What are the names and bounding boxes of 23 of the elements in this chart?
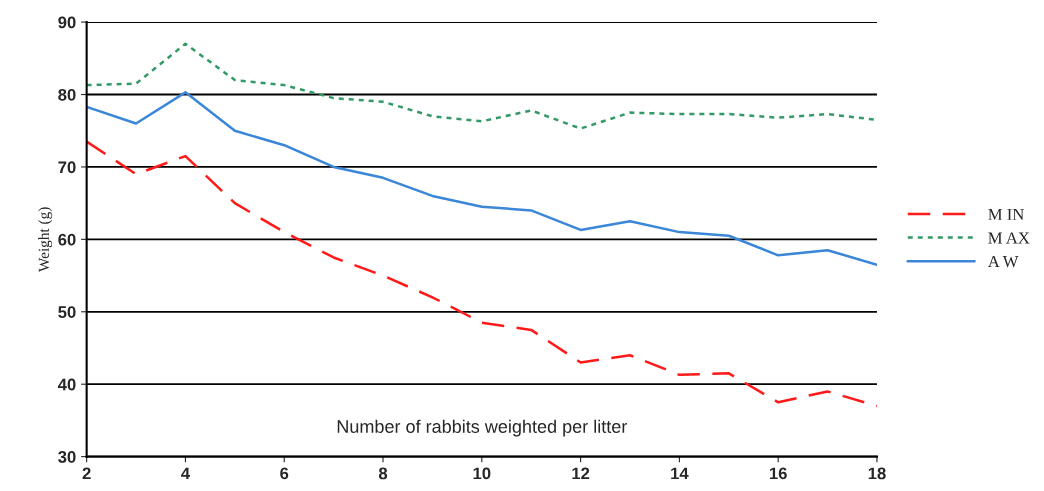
y-axis-title: Weight (g) — [38, 207, 53, 273]
x-tick-label: 12 — [572, 467, 590, 480]
y-tick-label: 30 — [58, 451, 76, 463]
x-tick-label: 8 — [378, 467, 388, 480]
legend-label: A W — [987, 255, 1019, 268]
y-tick-label: 50 — [58, 306, 76, 318]
x-tick-label: 2 — [82, 467, 91, 480]
y-tick-label: 60 — [58, 233, 76, 246]
x-tick-label: 4 — [181, 467, 190, 480]
y-tick-label: 90 — [58, 16, 76, 29]
y-tick-label: 40 — [57, 378, 76, 391]
legend-label: M IN — [988, 208, 1024, 220]
x-tick-label: 14 — [671, 467, 689, 480]
line-series — [86, 42, 877, 130]
x-axis-title: Number of rabbits weighted per litter — [337, 419, 628, 437]
x-tick-label: 16 — [769, 467, 787, 480]
y-tick-label: 80 — [58, 88, 76, 101]
x-tick-label: 10 — [473, 467, 491, 480]
legend-label: M AX — [988, 232, 1030, 244]
x-tick-label: 6 — [280, 467, 289, 480]
x-tick-label: 18 — [868, 467, 886, 480]
line-series — [86, 91, 877, 266]
y-tick-label: 70 — [58, 161, 76, 174]
